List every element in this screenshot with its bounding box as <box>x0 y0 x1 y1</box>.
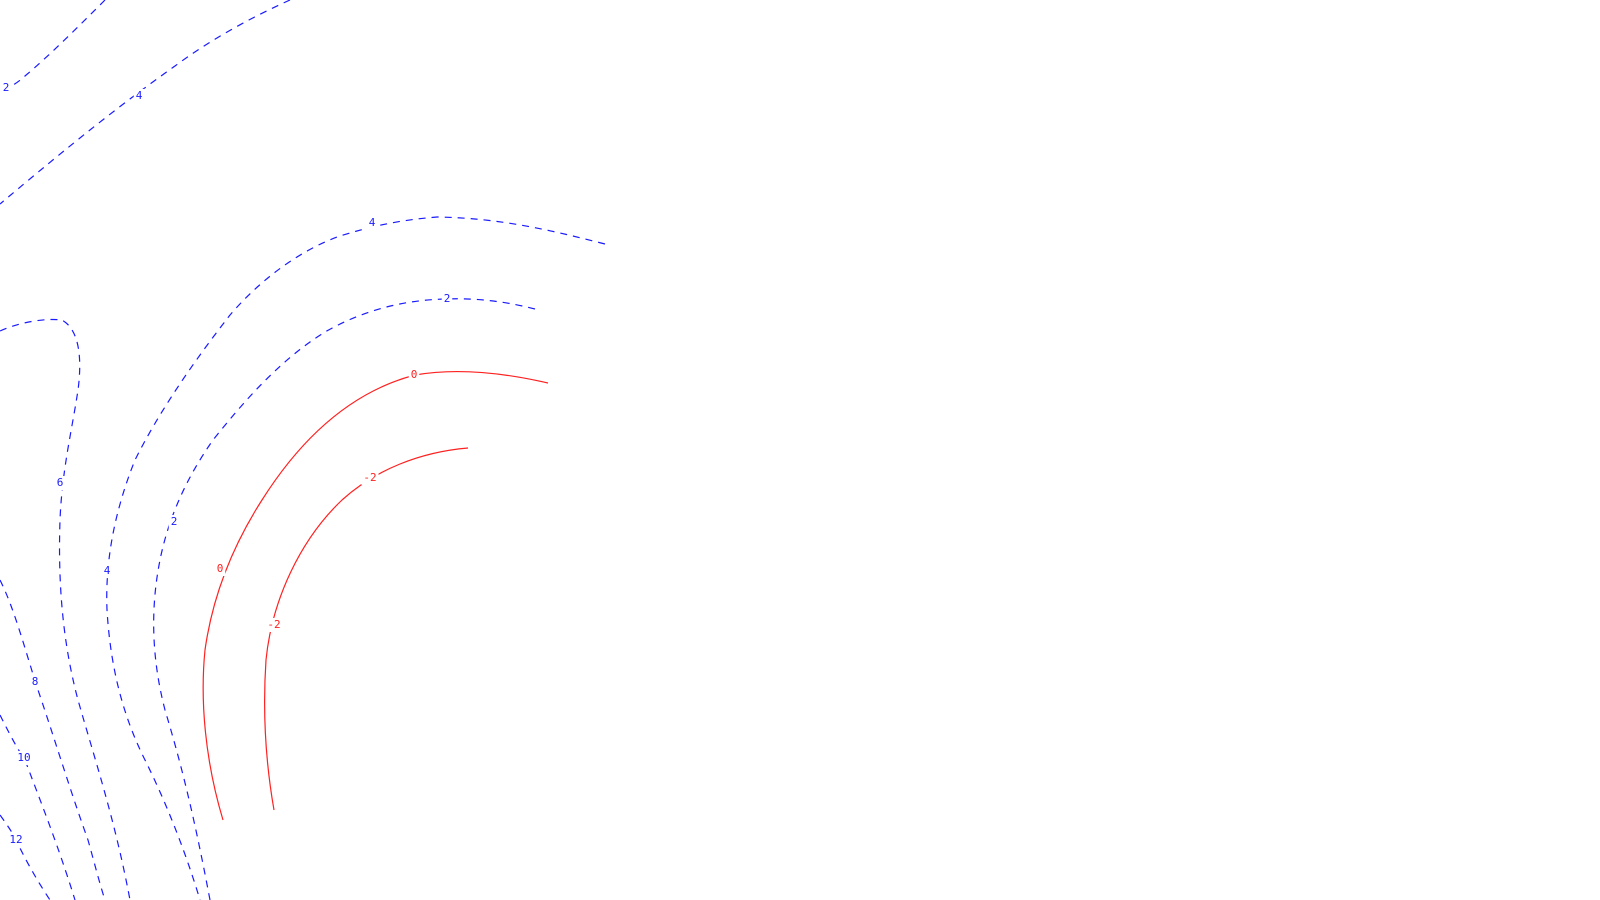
contour-label-c-10-0: 10 <box>17 751 30 764</box>
contour-label-bg <box>214 562 226 576</box>
contour-label-bg <box>361 471 379 485</box>
contour-label-bg <box>29 675 41 689</box>
contour-line-c-2-arc <box>153 298 536 900</box>
contour-line-c-neg2 <box>263 447 469 811</box>
contour-label-bg <box>133 89 145 103</box>
contour-label-bg <box>54 476 66 490</box>
contour-line-c-10 <box>0 714 76 900</box>
contour-label-bg <box>168 515 180 529</box>
contour-label-c-4-top-0: 4 <box>136 89 143 102</box>
contour-label-bg <box>15 751 33 765</box>
contour-label-bg <box>265 618 283 632</box>
contour-label-bg <box>0 81 12 95</box>
contour-label-c-4-arc-1: 4 <box>104 564 111 577</box>
contour-line-c-2-top <box>0 0 106 93</box>
contour-label-bg <box>7 833 25 847</box>
contour-label-bg <box>408 368 420 382</box>
contour-label-bg <box>366 216 378 230</box>
contour-line-c-8 <box>0 579 106 900</box>
contour-label-c-12-0: 12 <box>9 833 22 846</box>
contour-label-c-4-arc-0: 4 <box>369 216 376 229</box>
contour-line-c-0 <box>202 370 549 821</box>
contour-line-c-6 <box>0 318 131 900</box>
contour-label-c-2-arc-1: 2 <box>171 515 178 528</box>
contour-label-c-6-0: 6 <box>57 476 64 489</box>
contour-label-c-neg2-1: -2 <box>267 618 280 631</box>
contour-line-c-4-arc <box>106 216 606 900</box>
contour-line-c-12 <box>0 814 51 900</box>
contour-label-c-0-0: 0 <box>411 368 418 381</box>
contour-label-c-0-1: 0 <box>217 562 224 575</box>
contour-label-c-2-top-0: 2 <box>3 81 10 94</box>
contour-label-bg <box>101 564 113 578</box>
contour-label-c-2-arc-0: 2 <box>444 292 451 305</box>
contour-label-c-8-0: 8 <box>32 675 39 688</box>
contour-line-c-4-top <box>0 0 291 205</box>
contour-label-bg <box>441 292 453 306</box>
contour-label-c-neg2-0: -2 <box>363 471 376 484</box>
